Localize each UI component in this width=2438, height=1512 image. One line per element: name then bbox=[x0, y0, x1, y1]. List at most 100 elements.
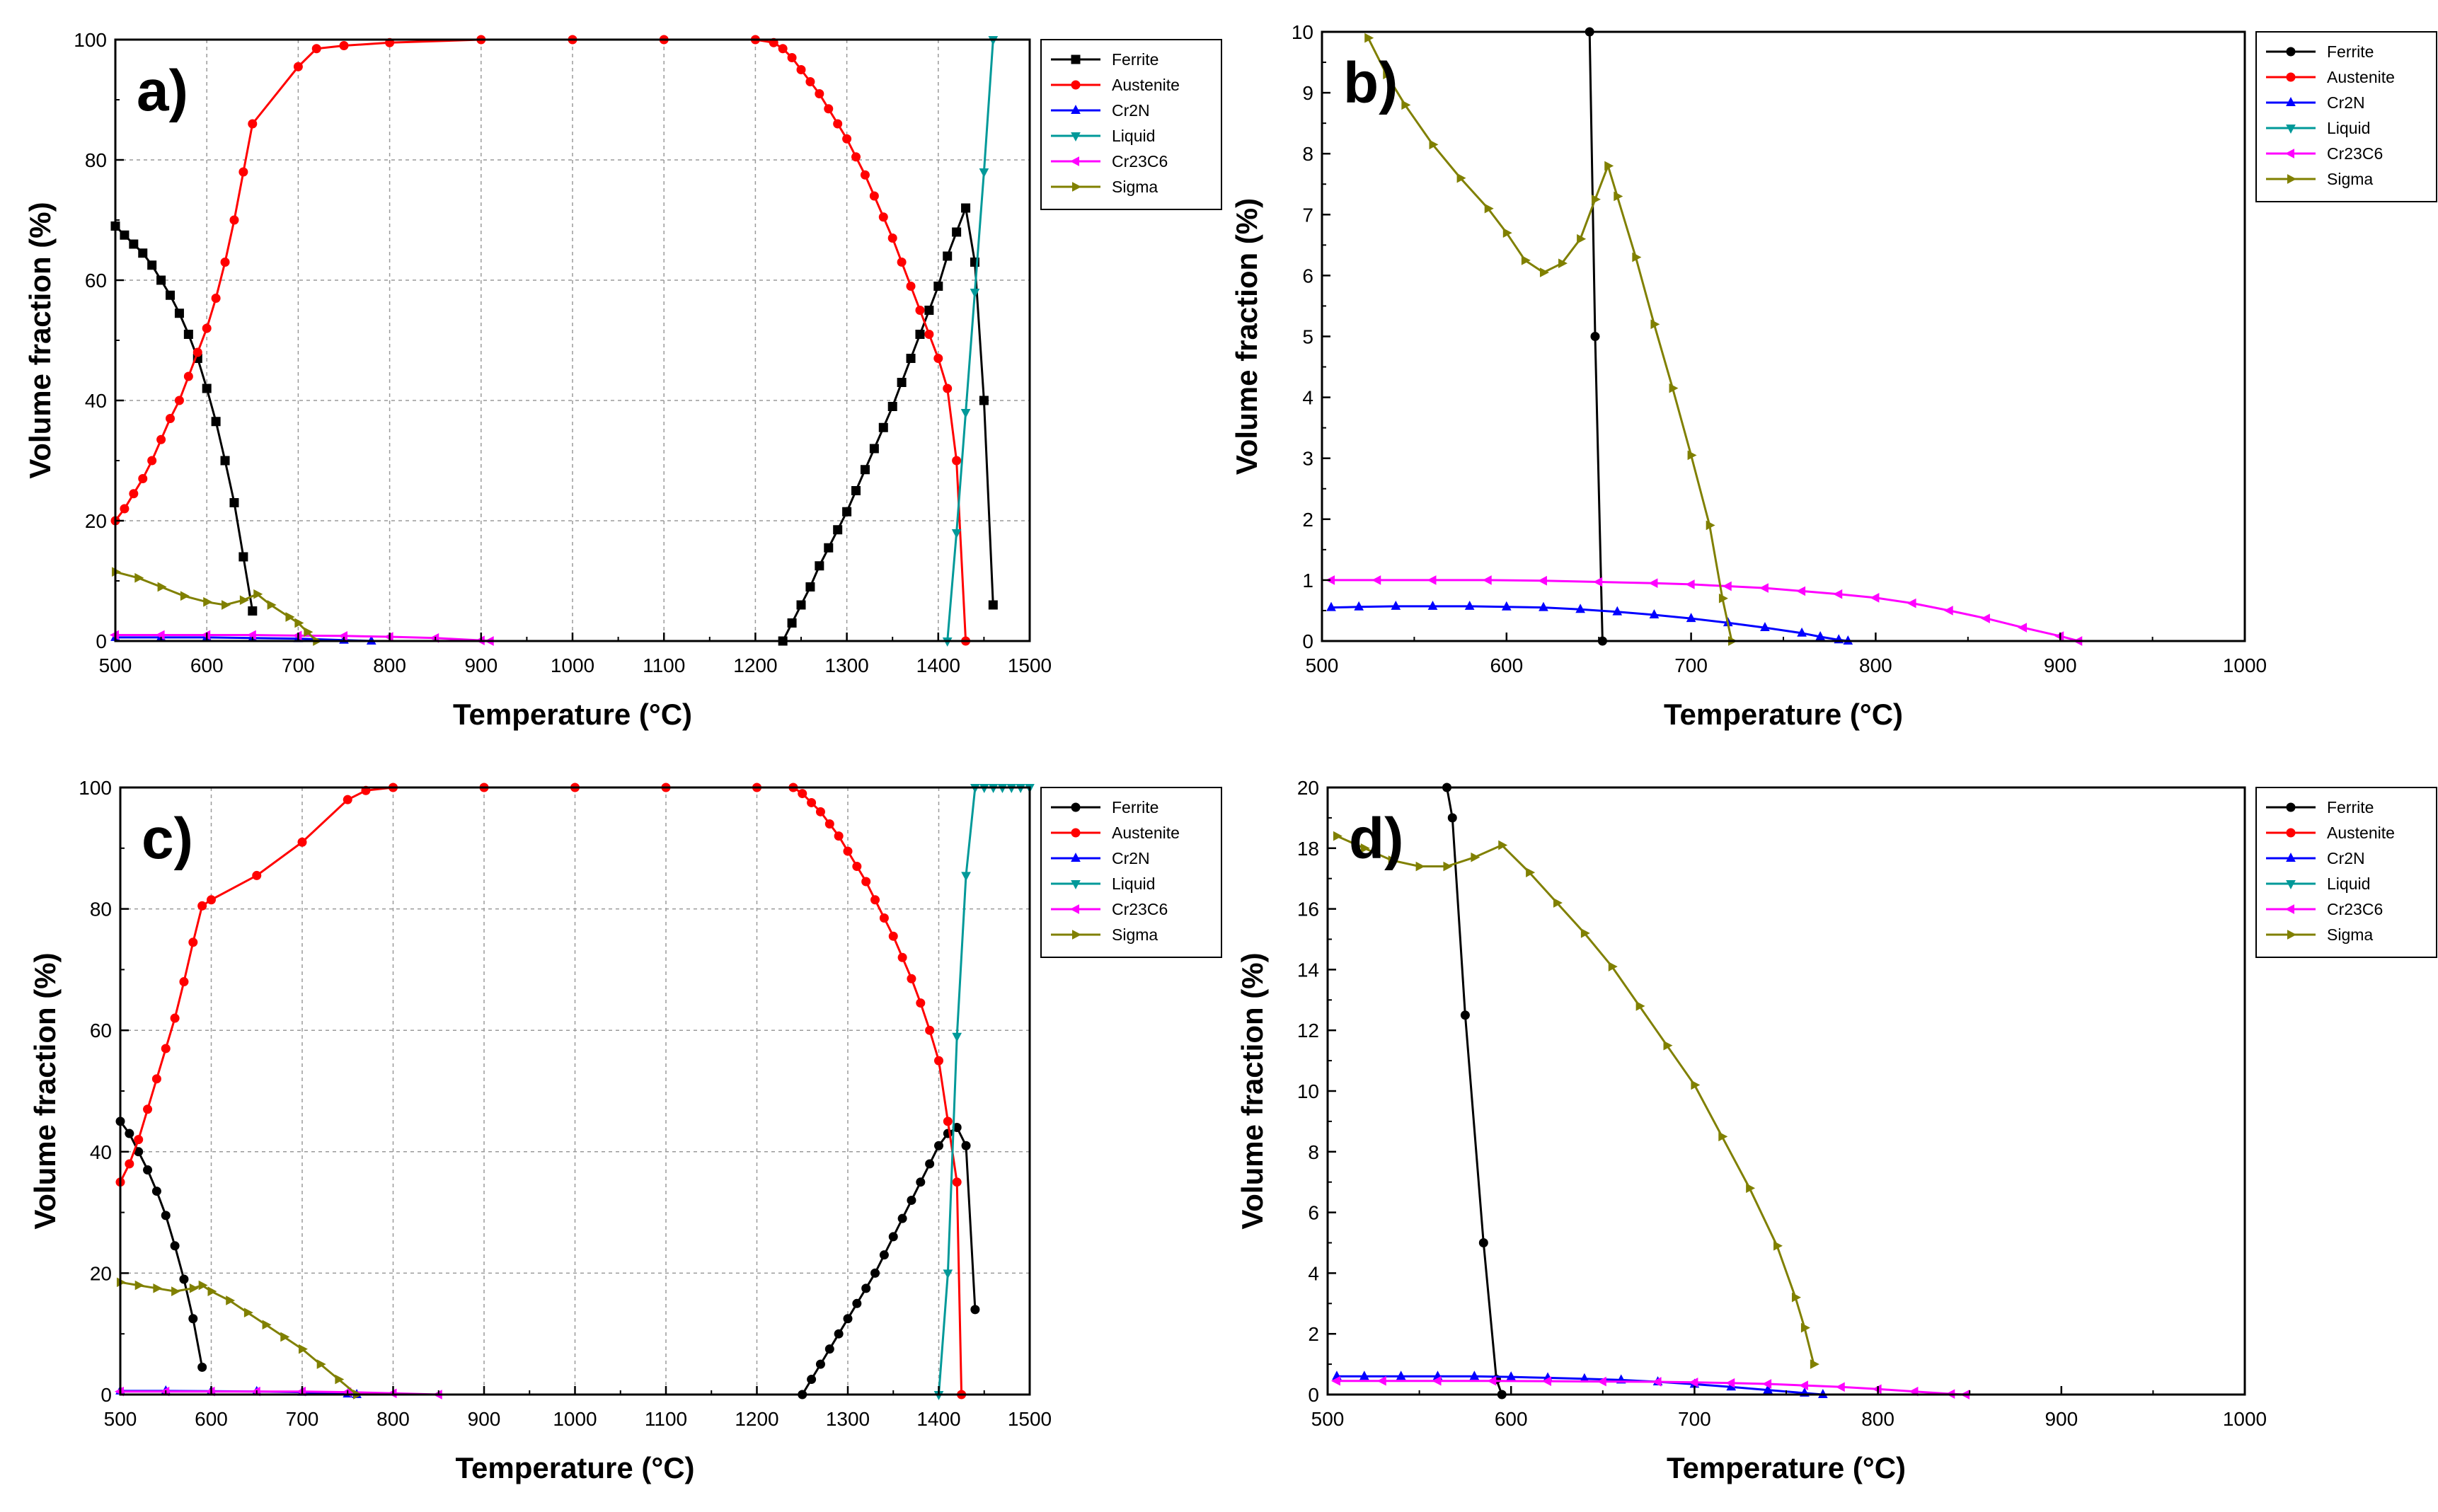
legend-marker-ferrite bbox=[2286, 802, 2296, 812]
data-point-austenite bbox=[339, 41, 349, 50]
legend-label-cr23c6: Cr23C6 bbox=[1112, 152, 1168, 171]
chart-panel-a: 500 600 700 800 900 1000 1100 1200 1300 1400 1500 0… bbox=[23, 29, 1222, 731]
data-point-cr23c6 bbox=[1759, 583, 1769, 593]
data-point-austenite bbox=[842, 134, 852, 144]
data-point-sigma bbox=[299, 1344, 308, 1354]
data-point-sigma bbox=[198, 1280, 208, 1291]
data-point-sigma bbox=[316, 1359, 326, 1369]
legend-marker-sigma bbox=[2287, 174, 2296, 184]
data-point-liquid bbox=[970, 289, 980, 298]
data-point-austenite bbox=[796, 65, 806, 74]
data-point-cr23c6 bbox=[1907, 598, 1916, 608]
data-point-ferrite bbox=[897, 1213, 907, 1223]
y-tick-label: 14 bbox=[1297, 959, 1319, 981]
legend-label-liquid: Liquid bbox=[2327, 875, 2370, 893]
y-tick-label: 3 bbox=[1302, 448, 1313, 470]
data-point-ferrite bbox=[916, 1177, 926, 1187]
y-tick-label: 16 bbox=[1297, 899, 1319, 921]
x-tick-label: 700 bbox=[286, 1408, 319, 1430]
x-axis-title: Temperature (°C) bbox=[1667, 1451, 1906, 1484]
legend-marker-sigma bbox=[1072, 182, 1081, 192]
data-point-austenite bbox=[183, 371, 193, 381]
data-point-sigma bbox=[153, 1283, 163, 1293]
x-tick-label: 800 bbox=[1859, 654, 1892, 676]
data-point-austenite bbox=[870, 895, 880, 905]
data-point-cr2n bbox=[1612, 606, 1623, 616]
x-tick-label: 800 bbox=[1861, 1408, 1894, 1430]
legend-label-liquid: Liquid bbox=[1112, 875, 1155, 893]
y-tick-label: 1 bbox=[1302, 570, 1313, 591]
panel-label: a) bbox=[137, 59, 188, 123]
data-point-cr23c6 bbox=[1652, 1377, 1662, 1387]
data-point-liquid bbox=[960, 409, 971, 418]
data-point-sigma bbox=[239, 595, 249, 606]
legend-label-sigma: Sigma bbox=[2327, 925, 2373, 944]
data-point-ferrite bbox=[988, 600, 998, 610]
data-point-austenite bbox=[293, 62, 303, 71]
data-point-liquid bbox=[952, 1032, 962, 1042]
data-point-austenite bbox=[188, 937, 198, 947]
data-point-austenite bbox=[179, 977, 189, 987]
data-point-sigma bbox=[1526, 867, 1536, 877]
data-point-austenite bbox=[952, 1177, 962, 1187]
x-axis-title: Temperature (°C) bbox=[453, 698, 692, 731]
data-point-cr2n bbox=[1686, 613, 1696, 623]
data-point-austenite bbox=[915, 306, 925, 315]
data-point-cr23c6 bbox=[2018, 623, 2028, 633]
data-point-sigma bbox=[1635, 1001, 1645, 1011]
data-point-ferrite bbox=[925, 1159, 935, 1169]
y-axis-title: Volume fraction (%) bbox=[23, 202, 57, 478]
data-point-austenite bbox=[207, 895, 217, 905]
data-point-austenite bbox=[238, 167, 248, 177]
data-point-sigma bbox=[1558, 258, 1568, 269]
y-tick-label: 80 bbox=[90, 899, 112, 921]
data-point-sigma bbox=[1791, 1292, 1801, 1303]
data-point-ferrite bbox=[220, 456, 230, 466]
data-point-sigma bbox=[285, 612, 295, 622]
data-point-ferrite bbox=[897, 378, 907, 387]
data-point-ferrite bbox=[933, 282, 943, 291]
legend-label-ferrite: Ferrite bbox=[1112, 50, 1158, 69]
data-point-sigma bbox=[134, 1280, 144, 1291]
legend-label-cr2n: Cr2N bbox=[2327, 93, 2365, 112]
x-tick-label: 600 bbox=[1495, 1408, 1528, 1430]
y-tick-label: 6 bbox=[1302, 265, 1313, 287]
data-point-liquid bbox=[943, 1269, 953, 1279]
data-point-austenite bbox=[120, 504, 130, 514]
data-point-sigma bbox=[335, 1374, 345, 1385]
y-tick-label: 60 bbox=[90, 1020, 112, 1041]
data-point-austenite bbox=[887, 233, 897, 243]
data-point-ferrite bbox=[183, 330, 193, 339]
data-point-sigma bbox=[207, 1286, 217, 1296]
data-point-sigma bbox=[1383, 69, 1393, 80]
data-point-austenite bbox=[843, 846, 853, 856]
x-tick-label: 600 bbox=[190, 654, 224, 676]
data-point-austenite bbox=[833, 119, 843, 129]
chart-panel-c: 500 600 700 800 900 1000 1100 1200 1300 1400 1500 0… bbox=[28, 777, 1222, 1484]
data-point-ferrite bbox=[815, 561, 824, 571]
data-point-austenite bbox=[174, 396, 184, 405]
data-point-austenite bbox=[943, 383, 953, 393]
data-point-ferrite bbox=[229, 498, 239, 507]
x-tick-label: 700 bbox=[1678, 1408, 1711, 1430]
data-point-austenite bbox=[211, 294, 221, 303]
x-tick-label: 1300 bbox=[824, 654, 868, 676]
data-point-cr2n bbox=[1359, 1370, 1369, 1380]
panel-label: d) bbox=[1349, 807, 1403, 871]
data-point-ferrite bbox=[824, 1344, 834, 1354]
series-line-liquid bbox=[946, 39, 994, 642]
data-point-sigma bbox=[1691, 1080, 1701, 1090]
data-point-cr2n bbox=[1391, 600, 1401, 610]
data-point-cr23c6 bbox=[1725, 1378, 1735, 1388]
data-point-sigma bbox=[1604, 161, 1614, 171]
data-point-cr23c6 bbox=[1537, 575, 1547, 586]
legend-marker-ferrite bbox=[2286, 47, 2296, 57]
x-tick-label: 800 bbox=[373, 654, 406, 676]
data-point-austenite bbox=[815, 89, 824, 98]
data-point-ferrite bbox=[161, 1211, 171, 1220]
data-point-sigma bbox=[262, 1320, 272, 1330]
data-point-cr2n bbox=[1539, 601, 1548, 611]
data-point-cr23c6 bbox=[1943, 606, 1953, 616]
